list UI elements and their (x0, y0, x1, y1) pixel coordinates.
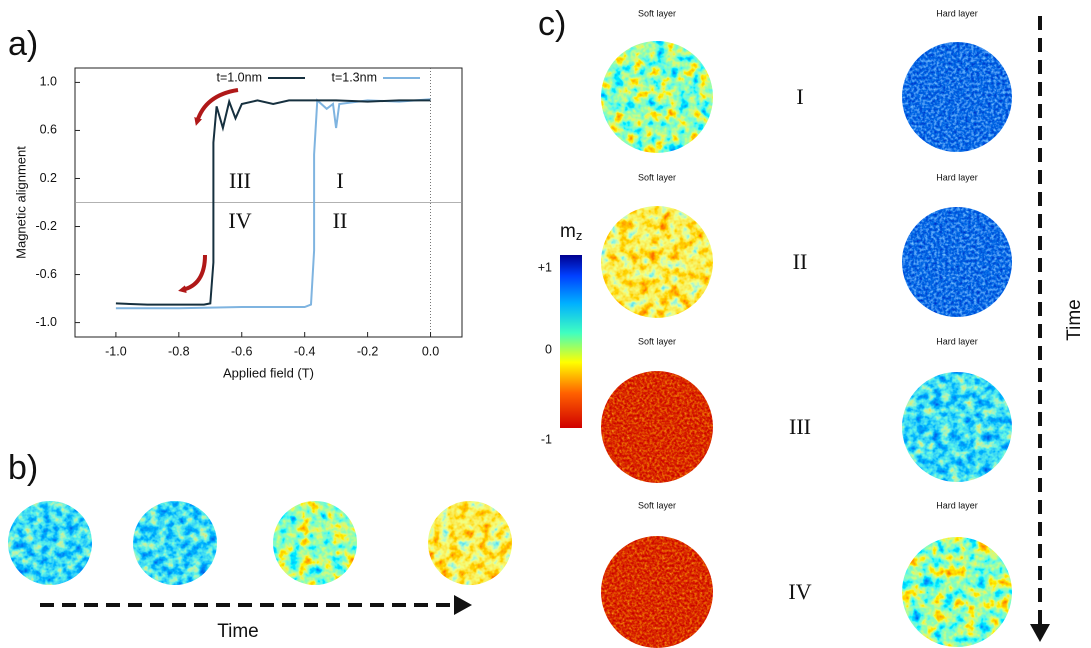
layer-title: Soft layer (638, 8, 676, 18)
state-label: IV (788, 579, 811, 604)
colorbar-tick: +1 (538, 260, 552, 274)
y-tick-label: -0.6 (35, 267, 57, 281)
magnetization-map (8, 501, 92, 585)
y-tick-label: 1.0 (40, 75, 57, 89)
region-label: III (229, 168, 251, 193)
magnetization-map (428, 501, 512, 585)
panel-label: a) (8, 25, 38, 63)
region-label: II (333, 208, 348, 233)
region-label: IV (228, 208, 251, 233)
magnetization-map (133, 501, 217, 585)
state-label: I (796, 84, 803, 109)
x-tick-label: -0.8 (168, 344, 190, 358)
y-tick-label: 0.6 (40, 123, 57, 137)
panel-label: c) (538, 5, 566, 43)
plot-area: -1.0 -0.8 -0.6 -0.4 -0.2 0.0 1.0 0.6 0.2 -0.2 -0.6… (13, 68, 462, 380)
magnetization-map (601, 371, 713, 483)
legend-label: t=1.0nm (216, 70, 262, 84)
legend-label: t=1.3nm (331, 70, 377, 84)
x-tick-label: -0.6 (231, 344, 253, 358)
time-label: Time (217, 621, 259, 642)
layer-title: Hard layer (936, 172, 978, 182)
direction-arrow (182, 255, 205, 290)
magnetization-map (902, 372, 1012, 482)
layer-title: Soft layer (638, 172, 676, 182)
x-tick-label: 0.0 (422, 344, 439, 358)
colorbar-label-sub: z (576, 228, 583, 243)
layer-title: Hard layer (936, 500, 978, 510)
arrow-head (1030, 624, 1050, 642)
snapshot-row (8, 501, 512, 585)
y-axis-label: Magnetic alignment (13, 146, 28, 259)
state-label: III (789, 414, 811, 439)
y-tick-label: -0.2 (35, 219, 57, 233)
state-label: II (793, 249, 808, 274)
y-tick-label: 0.2 (40, 171, 57, 185)
magnetization-map (902, 207, 1012, 317)
magnetization-map (902, 537, 1012, 647)
colorbar-tick: 0 (545, 342, 552, 356)
layer-title: Hard layer (936, 8, 978, 18)
magnetization-map (902, 42, 1012, 152)
x-tick-label: -0.4 (294, 344, 316, 358)
layer-title: Soft layer (638, 500, 676, 510)
colorbar (560, 255, 582, 428)
series-line (116, 99, 431, 308)
panel-label: b) (8, 449, 38, 487)
x-axis-label: Applied field (T) (223, 365, 314, 380)
region-label: I (336, 168, 343, 193)
magnetization-map (601, 41, 713, 153)
x-tick-label: -1.0 (105, 344, 127, 358)
layer-title: Hard layer (936, 336, 978, 346)
layer-grid: Soft layer Hard layer I Soft layer Hard laye… (601, 8, 1012, 648)
colorbar-tick: -1 (541, 432, 552, 446)
time-label: Time (1064, 299, 1085, 341)
magnetization-map (601, 536, 713, 648)
layer-title: Soft layer (638, 336, 676, 346)
arrow-head (454, 595, 472, 615)
figure: a) b) c) -1.0 -0.8 -0.6 -0.4 -0.2 0.0 1.0 0.6 0.… (0, 0, 1091, 648)
x-tick-label: -0.2 (357, 344, 379, 358)
colorbar-label: mz (560, 221, 582, 243)
y-tick-label: -1.0 (35, 315, 57, 329)
magnetization-map (601, 206, 713, 318)
magnetization-map (273, 501, 357, 585)
colorbar-label-main: m (560, 221, 576, 242)
